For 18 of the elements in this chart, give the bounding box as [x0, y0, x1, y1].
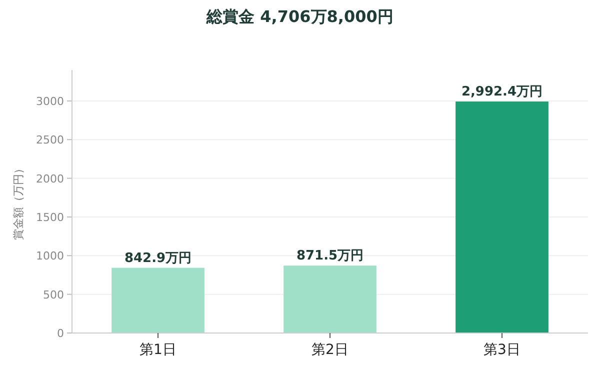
- y-axis-title: 賞金額（万円）: [12, 163, 25, 240]
- bar: [284, 266, 376, 333]
- y-tick-label: 0: [57, 327, 64, 340]
- x-tick-label: 第3日: [484, 342, 520, 358]
- y-tick-label: 3000: [36, 94, 64, 108]
- y-tick-label: 1000: [36, 250, 64, 263]
- data-label: 2,992.4万円: [461, 84, 543, 100]
- bar: [112, 268, 204, 333]
- x-tick-label: 第1日: [140, 342, 176, 358]
- bar: [456, 102, 548, 333]
- x-tick-label: 第2日: [312, 342, 348, 358]
- y-tick-label: 1500: [36, 210, 64, 224]
- chart-title: 総賞金 4,706万8,000円: [206, 7, 394, 26]
- data-label: 842.9万円: [124, 250, 192, 266]
- y-tick-label: 500: [43, 288, 64, 302]
- y-tick-label: 2000: [36, 172, 64, 186]
- y-tick-label: 2500: [36, 134, 64, 147]
- data-label: 871.5万円: [296, 248, 364, 264]
